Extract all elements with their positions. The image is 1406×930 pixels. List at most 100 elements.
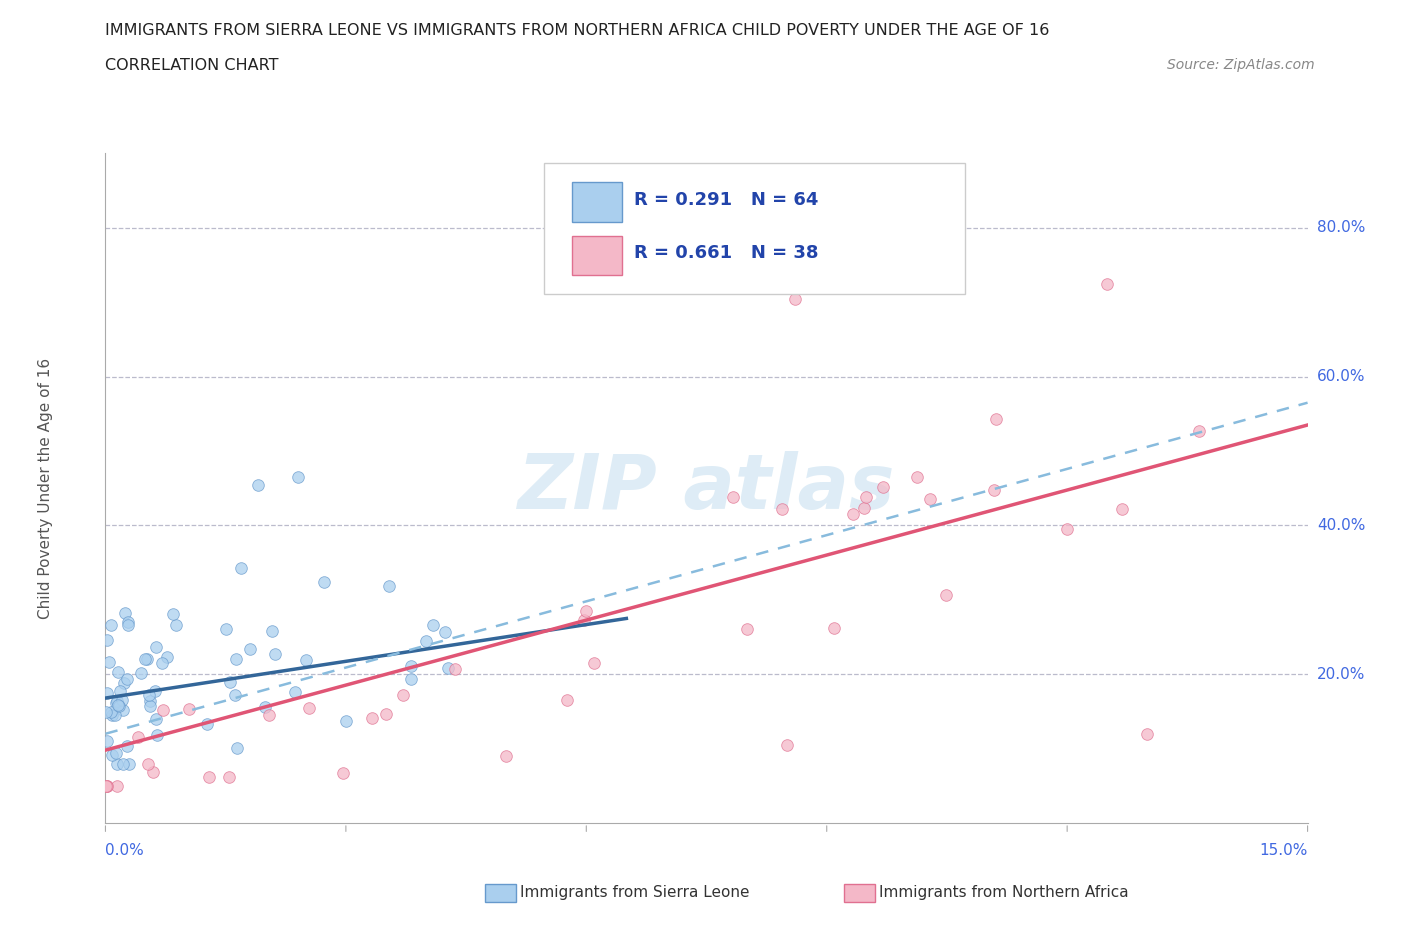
Point xyxy=(96,685,118,700)
Point xyxy=(162,606,184,621)
Point xyxy=(1111,501,1133,516)
Point xyxy=(984,412,1007,427)
Text: CORRELATION CHART: CORRELATION CHART xyxy=(105,58,278,73)
Point xyxy=(1136,726,1159,741)
Point xyxy=(935,588,957,603)
Point xyxy=(136,757,159,772)
Point xyxy=(104,696,127,711)
Point xyxy=(823,621,845,636)
Text: Source: ZipAtlas.com: Source: ZipAtlas.com xyxy=(1167,58,1315,72)
Text: Immigrants from Northern Africa: Immigrants from Northern Africa xyxy=(879,885,1129,900)
Point xyxy=(111,703,134,718)
Point xyxy=(112,756,135,771)
Point xyxy=(129,665,152,680)
Point xyxy=(332,765,354,780)
Point xyxy=(287,470,309,485)
Point xyxy=(145,711,167,726)
Point xyxy=(872,480,894,495)
Point xyxy=(852,501,875,516)
Point xyxy=(101,708,124,723)
Point xyxy=(314,575,336,590)
FancyBboxPatch shape xyxy=(544,164,965,294)
Point xyxy=(118,756,141,771)
Point xyxy=(905,470,928,485)
Point xyxy=(415,633,437,648)
Text: 80.0%: 80.0% xyxy=(1317,220,1365,235)
Point xyxy=(246,477,269,492)
Point xyxy=(134,652,156,667)
Text: IMMIGRANTS FROM SIERRA LEONE VS IMMIGRANTS FROM NORTHERN AFRICA CHILD POVERTY UN: IMMIGRANTS FROM SIERRA LEONE VS IMMIGRAN… xyxy=(105,23,1050,38)
Point xyxy=(107,699,129,714)
Point xyxy=(495,749,517,764)
Point xyxy=(94,704,117,719)
Point xyxy=(105,746,128,761)
Point xyxy=(776,737,799,752)
Point xyxy=(225,652,247,667)
Point xyxy=(138,687,160,702)
Point xyxy=(197,769,219,784)
Point xyxy=(1188,424,1211,439)
Point xyxy=(444,662,467,677)
Point xyxy=(298,701,321,716)
Point xyxy=(107,694,129,709)
Point xyxy=(224,687,246,702)
Point xyxy=(770,501,793,516)
Point xyxy=(361,711,384,725)
Point xyxy=(96,734,118,749)
Point xyxy=(575,604,598,618)
Point xyxy=(100,618,122,632)
Point xyxy=(136,652,159,667)
Point xyxy=(101,748,124,763)
Point xyxy=(107,756,129,771)
Point xyxy=(841,507,863,522)
Point xyxy=(150,656,173,671)
Point xyxy=(112,675,135,690)
Point xyxy=(582,656,605,671)
Point xyxy=(283,684,305,699)
Point xyxy=(374,707,398,722)
Point xyxy=(378,578,401,593)
Point xyxy=(142,764,165,779)
Point xyxy=(335,714,357,729)
Point xyxy=(104,708,127,723)
Text: R = 0.661   N = 38: R = 0.661 N = 38 xyxy=(634,245,818,262)
Point xyxy=(219,674,242,689)
Point xyxy=(391,687,413,702)
Point xyxy=(139,693,162,708)
Point xyxy=(855,489,877,504)
Point xyxy=(295,653,318,668)
Point xyxy=(1056,522,1078,537)
Text: 0.0%: 0.0% xyxy=(105,844,145,858)
Text: 60.0%: 60.0% xyxy=(1317,369,1365,384)
Point xyxy=(195,717,218,732)
Point xyxy=(572,613,595,628)
Point xyxy=(96,632,118,647)
Point xyxy=(262,623,284,638)
Point xyxy=(422,618,444,632)
FancyBboxPatch shape xyxy=(572,182,623,221)
Point xyxy=(97,655,120,670)
Point xyxy=(143,684,166,698)
Point xyxy=(146,727,169,742)
Text: ZIP atlas: ZIP atlas xyxy=(517,451,896,525)
Point xyxy=(253,699,276,714)
Point xyxy=(117,618,139,632)
Text: 40.0%: 40.0% xyxy=(1317,518,1365,533)
Point xyxy=(555,692,578,707)
Point xyxy=(1097,276,1119,291)
Point xyxy=(111,693,134,708)
Point xyxy=(107,698,129,713)
Point xyxy=(399,672,422,687)
Point xyxy=(94,778,117,793)
Point xyxy=(114,605,136,620)
Point xyxy=(145,640,167,655)
Point xyxy=(783,291,806,306)
Text: Immigrants from Sierra Leone: Immigrants from Sierra Leone xyxy=(520,885,749,900)
Point xyxy=(117,671,139,686)
Point xyxy=(177,702,200,717)
Text: R = 0.291   N = 64: R = 0.291 N = 64 xyxy=(634,191,818,208)
Point xyxy=(214,621,236,636)
Point xyxy=(117,738,139,753)
Point xyxy=(108,684,131,698)
Text: 15.0%: 15.0% xyxy=(1260,844,1308,858)
